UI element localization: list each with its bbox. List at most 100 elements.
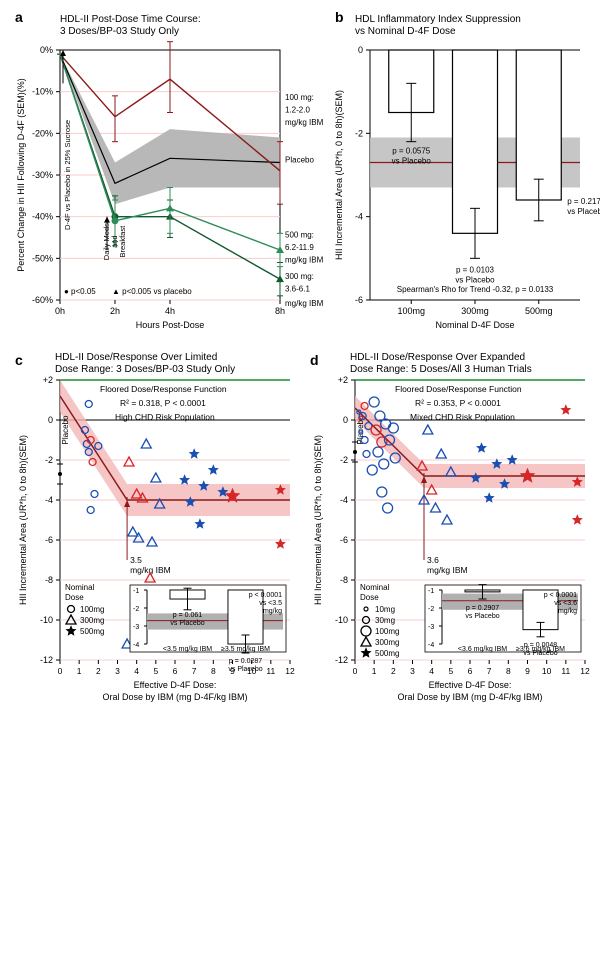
svg-text:Oral Dose by IBM (mg D-4F/kg I: Oral Dose by IBM (mg D-4F/kg IBM) [102,692,247,702]
svg-text:-30%: -30% [32,170,53,180]
svg-text:+2: +2 [43,375,53,385]
svg-text:-10: -10 [335,615,348,625]
svg-text:p = 0.0103: p = 0.0103 [456,265,495,274]
svg-text:-4: -4 [428,642,434,649]
svg-text:500 mg:: 500 mg: [285,231,314,240]
svg-text:Nominal: Nominal [65,583,95,592]
svg-text:-4: -4 [340,495,348,505]
svg-text:-4: -4 [45,495,53,505]
svg-text:0: 0 [343,415,348,425]
svg-text:2: 2 [391,666,396,676]
svg-text:mg/kg IBM: mg/kg IBM [285,118,324,127]
svg-text:Effective D-4F Dose:: Effective D-4F Dose: [134,680,217,690]
svg-text:<3.5 mg/kg IBM: <3.5 mg/kg IBM [163,646,212,653]
svg-text:-60%: -60% [32,295,53,305]
svg-text:-50%: -50% [32,253,53,263]
svg-text:-4: -4 [133,642,139,649]
svg-text:0h: 0h [55,306,65,316]
svg-text:-12: -12 [335,655,348,665]
svg-text:Percent Change in HII Followin: Percent Change in HII Following D-4F (SE… [16,78,26,272]
svg-text:p = 0.061: p = 0.061 [173,612,202,619]
svg-text:500mg: 500mg [525,306,553,316]
svg-text:Dose: Dose [65,593,84,602]
svg-text:0: 0 [358,45,363,55]
svg-text:-10%: -10% [32,87,53,97]
svg-text:2h: 2h [110,306,120,316]
svg-text:300mg: 300mg [461,306,489,316]
svg-text:11: 11 [561,666,570,676]
svg-text:vs <3.5: vs <3.5 [259,600,282,607]
svg-text:p < 0.0001: p < 0.0001 [544,592,577,599]
svg-text:Dose Range: 3 Doses/BP-03 Stud: Dose Range: 3 Doses/BP-03 Study Only [55,364,235,375]
svg-text:-2: -2 [133,606,139,613]
svg-text:HDL Inflammatory Index Suppres: HDL Inflammatory Index Suppression [355,14,521,25]
svg-text:Hours Post-Dose: Hours Post-Dose [136,320,205,330]
svg-text:HDL-II Dose/Response Over Limi: HDL-II Dose/Response Over Limited [55,352,217,363]
svg-text:p < 0.0001: p < 0.0001 [249,592,282,599]
svg-text:10: 10 [542,666,552,676]
svg-text:100mg: 100mg [375,627,399,636]
svg-text:5: 5 [448,666,453,676]
svg-text:3: 3 [410,666,415,676]
svg-text:p = 0.2176: p = 0.2176 [567,197,600,206]
svg-text:vs Nominal D-4F Dose: vs Nominal D-4F Dose [355,26,456,37]
svg-text:-4: -4 [355,212,363,222]
svg-text:Effective D-4F Dose:: Effective D-4F Dose: [429,680,512,690]
svg-text:7: 7 [192,666,197,676]
svg-text:a: a [15,9,23,25]
svg-text:-6: -6 [45,535,53,545]
svg-text:Breakfast: Breakfast [118,225,127,258]
svg-text:-8: -8 [340,575,348,585]
svg-text:Mixed CHD Risk Population: Mixed CHD Risk Population [410,412,515,422]
svg-text:3 Doses/BP-03 Study Only: 3 Doses/BP-03 Study Only [60,26,179,37]
svg-text:500mg: 500mg [375,649,399,658]
svg-text:HII Incremental Area (UR*h, 0: HII Incremental Area (UR*h, 0 to 8h)(SEM… [334,90,344,260]
svg-text:9: 9 [525,666,530,676]
svg-text:vs Placebo: vs Placebo [392,157,432,166]
svg-text:3.6: 3.6 [427,555,439,565]
svg-text:-1: -1 [428,588,434,595]
svg-text:300mg: 300mg [80,616,104,625]
svg-text:-10: -10 [40,615,53,625]
svg-text:3.6-6.1: 3.6-6.1 [285,285,310,294]
svg-text:6: 6 [468,666,473,676]
svg-text:-3: -3 [428,624,434,631]
svg-text:Nominal: Nominal [360,583,390,592]
svg-text:-2: -2 [340,455,348,465]
svg-text:HII Incremental Area (UR*h, 0: HII Incremental Area (UR*h, 0 to 8h)(SEM… [313,435,323,605]
svg-text:8h: 8h [275,306,285,316]
svg-text:0: 0 [48,415,53,425]
svg-text:30mg: 30mg [375,616,395,625]
svg-text:500mg: 500mg [80,627,104,636]
svg-text:High CHD Risk Population: High CHD Risk Population [115,412,215,422]
svg-text:b: b [335,9,344,25]
svg-text:vs Placebo: vs Placebo [465,613,499,620]
svg-text:100mg: 100mg [80,605,104,614]
svg-text:12: 12 [285,666,295,676]
svg-text:vs Placebo: vs Placebo [567,207,600,216]
svg-text:mg/kg IBM: mg/kg IBM [427,565,468,575]
svg-text:mg/kg IBM: mg/kg IBM [285,256,324,265]
svg-text:+2: +2 [338,375,348,385]
svg-text:Dose: Dose [360,593,379,602]
figure-container: { "panelA": { "label": "a", "title1": "H… [0,0,600,970]
svg-text:1: 1 [372,666,377,676]
svg-text:vs Placebo: vs Placebo [228,666,262,673]
svg-text:p = 0.0287: p = 0.0287 [229,658,262,665]
svg-text:vs <3.6: vs <3.6 [554,600,577,607]
svg-text:100mg: 100mg [397,306,425,316]
svg-text:● p<0.05: ● p<0.05 [64,287,96,296]
svg-text:4: 4 [429,666,434,676]
svg-text:c: c [15,352,23,368]
svg-text:Nominal D-4F Dose: Nominal D-4F Dose [435,320,514,330]
svg-text:HII Incremental Area (UR*h, 0: HII Incremental Area (UR*h, 0 to 8h)(SEM… [18,435,28,605]
svg-text:11: 11 [266,666,275,676]
svg-text:vs Placebo: vs Placebo [523,650,557,657]
svg-text:10mg: 10mg [375,605,395,614]
svg-text:R² = 0.353, P < 0.0001: R² = 0.353, P < 0.0001 [415,398,501,408]
svg-text:0: 0 [58,666,63,676]
svg-text:Oral Dose by IBM (mg D-4F/kg I: Oral Dose by IBM (mg D-4F/kg IBM) [397,692,542,702]
svg-text:7: 7 [487,666,492,676]
svg-text:12: 12 [580,666,590,676]
svg-text:HDL-II Post-Dose Time Course:: HDL-II Post-Dose Time Course: [60,14,201,25]
